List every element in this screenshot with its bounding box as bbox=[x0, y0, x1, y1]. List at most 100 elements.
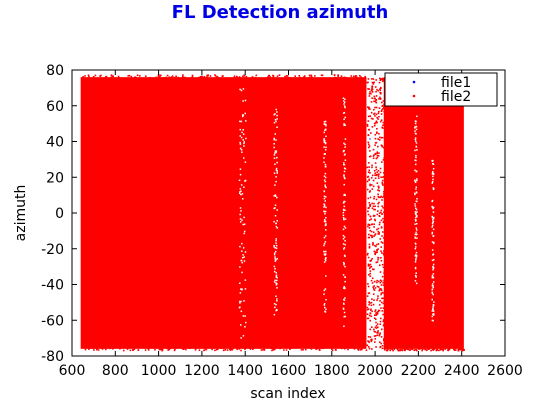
x-tick-label: 2400 bbox=[444, 363, 480, 379]
gap-point bbox=[241, 271, 243, 274]
data-point bbox=[381, 176, 384, 179]
data-point bbox=[371, 257, 373, 260]
data-point bbox=[375, 113, 378, 116]
data-point bbox=[400, 347, 403, 349]
data-point bbox=[389, 349, 392, 352]
data-point bbox=[377, 89, 379, 92]
gap-point bbox=[240, 337, 242, 339]
data-point bbox=[339, 77, 342, 79]
data-point bbox=[366, 253, 369, 256]
gap-point bbox=[239, 245, 241, 248]
data-point bbox=[369, 263, 372, 266]
data-point bbox=[283, 349, 285, 351]
gap-point bbox=[343, 325, 345, 328]
data-point bbox=[374, 208, 376, 211]
data-point bbox=[369, 91, 371, 93]
data-point bbox=[333, 346, 336, 349]
gap-point bbox=[343, 287, 346, 289]
gap-point bbox=[414, 159, 416, 161]
data-point bbox=[94, 74, 97, 77]
data-point bbox=[376, 285, 379, 288]
data-point bbox=[354, 76, 357, 79]
gap-point bbox=[275, 303, 277, 306]
gap-point bbox=[343, 303, 345, 305]
data-point bbox=[376, 152, 379, 155]
data-point bbox=[369, 138, 371, 140]
gap-point bbox=[342, 217, 345, 219]
data-point bbox=[369, 302, 371, 304]
data-point bbox=[369, 108, 371, 110]
data-point bbox=[374, 106, 376, 109]
data-point bbox=[378, 98, 380, 100]
data-point bbox=[182, 74, 184, 76]
gap-point bbox=[273, 157, 276, 159]
data-point bbox=[377, 257, 380, 259]
data-point bbox=[318, 349, 321, 351]
gap-point bbox=[344, 276, 346, 278]
gap-point bbox=[239, 282, 241, 284]
data-point bbox=[376, 88, 378, 91]
gap-point bbox=[274, 204, 277, 206]
gap-point bbox=[325, 206, 327, 209]
data-point bbox=[375, 313, 378, 316]
data-point bbox=[226, 349, 229, 351]
gap-point bbox=[273, 113, 275, 116]
gap-point bbox=[274, 194, 277, 196]
gap-point bbox=[323, 250, 325, 253]
data-point bbox=[352, 75, 355, 78]
gap-point bbox=[273, 302, 276, 305]
data-point bbox=[136, 74, 139, 77]
data-point bbox=[287, 76, 289, 79]
data-point bbox=[316, 347, 319, 350]
gap-point bbox=[240, 184, 243, 186]
data-point bbox=[418, 348, 420, 350]
gap-point bbox=[344, 227, 347, 229]
data-point bbox=[382, 107, 385, 109]
data-point bbox=[379, 279, 382, 282]
data-point bbox=[401, 349, 404, 351]
gap-point bbox=[323, 304, 326, 306]
data-point bbox=[321, 74, 324, 77]
data-point bbox=[410, 348, 413, 350]
gap-point bbox=[343, 205, 346, 208]
data-point bbox=[379, 300, 381, 302]
data-point bbox=[367, 285, 370, 288]
gap-point bbox=[274, 268, 276, 270]
data-point bbox=[268, 74, 271, 77]
data-point bbox=[144, 349, 147, 351]
data-point bbox=[391, 348, 393, 351]
data-point bbox=[377, 297, 379, 300]
data-point bbox=[170, 347, 172, 350]
data-point bbox=[396, 348, 399, 351]
gap-point bbox=[324, 185, 327, 188]
data-point bbox=[380, 110, 383, 113]
data-point bbox=[302, 76, 305, 79]
data-point bbox=[372, 241, 374, 244]
gap-point bbox=[276, 126, 278, 128]
data-point bbox=[380, 307, 382, 309]
data-point bbox=[378, 288, 381, 290]
legend-label-file1: file1 bbox=[441, 75, 471, 91]
data-point bbox=[447, 349, 449, 352]
gap-point bbox=[323, 293, 325, 295]
data-point bbox=[382, 231, 384, 233]
data-point bbox=[382, 281, 384, 284]
data-point bbox=[289, 348, 291, 351]
data-point bbox=[216, 77, 218, 79]
data-point bbox=[367, 223, 370, 226]
gap-point bbox=[416, 197, 418, 200]
gap-point bbox=[240, 324, 242, 326]
gap-point bbox=[324, 180, 327, 183]
data-point bbox=[129, 349, 132, 352]
gap-point bbox=[343, 285, 345, 288]
data-point bbox=[370, 308, 372, 311]
data-point bbox=[112, 75, 114, 77]
gap-point bbox=[276, 114, 278, 117]
chart-title: FL Detection azimuth bbox=[172, 2, 389, 23]
data-point bbox=[371, 188, 374, 190]
data-point bbox=[109, 347, 111, 350]
data-point bbox=[374, 100, 377, 103]
data-point bbox=[378, 333, 381, 336]
data-point bbox=[375, 95, 378, 97]
data-point bbox=[203, 75, 205, 78]
